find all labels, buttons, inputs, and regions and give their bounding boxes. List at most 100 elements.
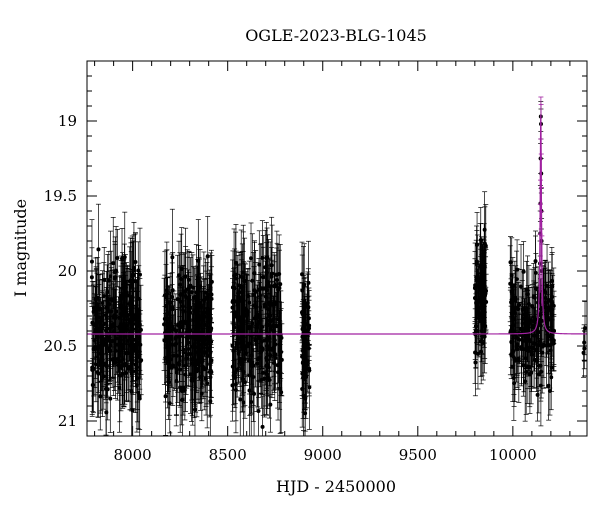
- data-point: [188, 294, 194, 367]
- data-point: [203, 302, 209, 377]
- data-point: [192, 290, 198, 388]
- data-point: [242, 316, 248, 376]
- data-point: [483, 249, 489, 333]
- data-point: [161, 295, 167, 386]
- data-point: [262, 339, 268, 418]
- data-point: [512, 286, 518, 340]
- data-point: [257, 281, 263, 355]
- x-tick-label: 10000: [489, 446, 537, 464]
- data-point: [106, 270, 112, 338]
- data-point: [279, 323, 285, 397]
- data-point: [163, 356, 169, 436]
- data-point: [107, 316, 113, 385]
- y-axis-label: I magnitude: [11, 199, 30, 297]
- data-point: [535, 368, 541, 422]
- data-point: [239, 330, 245, 395]
- data-point: [101, 343, 107, 410]
- data-point: [118, 265, 124, 345]
- data-point: [277, 324, 283, 403]
- data-point: [237, 359, 243, 436]
- data-point: [481, 264, 487, 344]
- data-point: [523, 329, 529, 415]
- data-point: [267, 258, 273, 352]
- data-point: [177, 294, 183, 351]
- data-point: [514, 302, 520, 389]
- data-point: [508, 329, 514, 380]
- data-point: [271, 306, 277, 391]
- y-tick-label: 19: [58, 112, 77, 130]
- data-point: [197, 276, 203, 356]
- data-point: [122, 211, 128, 303]
- data-point: [117, 342, 123, 433]
- data-point: [231, 228, 237, 323]
- x-axis-label: HJD - 2450000: [276, 477, 396, 496]
- y-tick-label: 20.5: [44, 337, 77, 355]
- data-point: [96, 297, 102, 362]
- data-point: [169, 301, 175, 388]
- data-point: [229, 349, 235, 422]
- data-point: [306, 287, 312, 349]
- data-point: [507, 236, 513, 289]
- data-point: [299, 348, 305, 399]
- data-point: [306, 240, 312, 325]
- data-point: [131, 234, 137, 302]
- x-tick-label: 8500: [209, 446, 247, 464]
- data-point: [126, 284, 132, 355]
- data-point: [208, 298, 214, 358]
- data-point: [91, 324, 97, 414]
- data-point: [136, 265, 142, 356]
- data-point: [542, 260, 548, 345]
- data-point: [274, 242, 280, 318]
- data-point: [260, 235, 266, 320]
- data-point: [116, 281, 122, 374]
- data-point: [514, 250, 520, 308]
- data-point: [533, 230, 539, 316]
- data-point: [186, 287, 192, 365]
- data-point: [547, 269, 553, 347]
- data-point: [277, 244, 283, 325]
- data-point: [266, 341, 272, 419]
- data-point: [306, 344, 312, 397]
- data-point: [164, 303, 170, 358]
- data-point: [89, 219, 95, 304]
- data-point: [260, 395, 266, 436]
- data-point: [539, 307, 545, 386]
- data-point: [523, 307, 529, 365]
- data-point: [476, 272, 482, 353]
- data-point: [512, 331, 518, 390]
- x-tick-label: 9500: [399, 446, 437, 464]
- data-point: [551, 315, 557, 371]
- data-point: [166, 344, 172, 420]
- plot-area: [87, 96, 587, 436]
- data-point: [259, 286, 265, 368]
- data-point: [235, 264, 241, 344]
- x-tick-label: 8000: [114, 446, 152, 464]
- axis-ticks: 8000 8500 9000 9500 10000 19 19.5 20 20.5 21: [44, 61, 587, 464]
- data-point: [128, 303, 134, 374]
- data-point: [93, 268, 99, 359]
- data-point: [581, 327, 587, 378]
- data-point: [264, 258, 270, 314]
- data-point: [474, 281, 480, 338]
- data-point: [99, 290, 105, 344]
- data-point: [256, 230, 262, 299]
- y-tick-label: 20: [58, 262, 77, 280]
- chart-title: OGLE-2023-BLG-1045: [245, 26, 427, 45]
- data-point: [97, 328, 103, 397]
- data-point: [182, 337, 188, 412]
- data-point: [230, 321, 236, 412]
- data-point: [183, 245, 189, 308]
- data-point: [472, 321, 478, 384]
- data-point: [473, 239, 479, 320]
- data-point: [138, 284, 144, 375]
- data-point: [121, 263, 127, 327]
- data-point: [93, 257, 99, 342]
- data-point: [179, 227, 185, 311]
- data-point: [112, 296, 118, 366]
- model-curve: [87, 114, 587, 335]
- data-point: [134, 312, 140, 403]
- data-point: [176, 297, 182, 352]
- data-point: [245, 268, 251, 325]
- data-point: [275, 282, 281, 357]
